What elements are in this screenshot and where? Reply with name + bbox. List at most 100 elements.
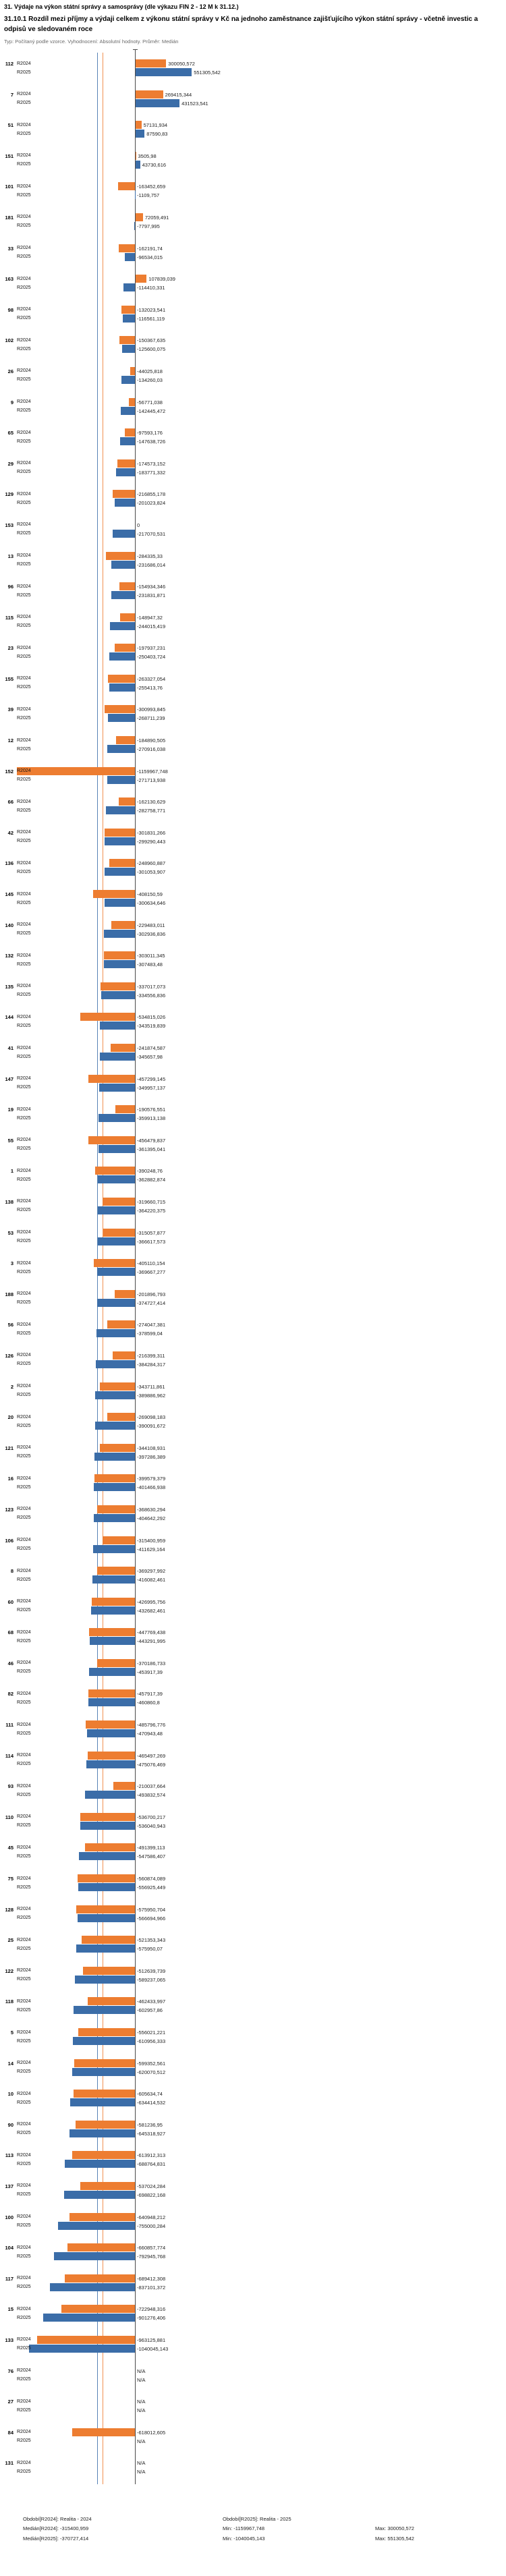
value-label: -475076,469 bbox=[137, 1761, 166, 1768]
group-label: 163 bbox=[5, 276, 13, 283]
bar-r2025 bbox=[78, 1883, 135, 1892]
bar-row-r2024: 102 R2024 -150367,635 bbox=[0, 336, 506, 345]
series-label: R2025 bbox=[17, 623, 31, 629]
value-label: -132023,541 bbox=[137, 306, 166, 313]
bar-row-r2024: 75 R2024 -560874,089 bbox=[0, 1874, 506, 1883]
series-label: R2024 bbox=[17, 1629, 31, 1635]
series-label: R2025 bbox=[17, 2285, 31, 2290]
bar-group: 56 R2024 -274047,381 R2025 -378599,04 bbox=[0, 1314, 506, 1345]
bar-row-r2024: 53 R2024 -315057,877 bbox=[0, 1228, 506, 1237]
series-label: R2025 bbox=[17, 2192, 31, 2197]
bar-row-r2025: R2025 -366617,573 bbox=[0, 1237, 506, 1245]
bar-row-r2024: 76 R2024 N/A bbox=[0, 2367, 506, 2375]
bar-row-r2025: R2025 -7797,995 bbox=[0, 221, 506, 230]
bar-r2025 bbox=[99, 1053, 135, 1061]
series-label: R2024 bbox=[17, 706, 31, 712]
group-label: 12 bbox=[7, 737, 13, 744]
series-label: R2024 bbox=[17, 2122, 31, 2127]
bar-row-r2024: 8 R2024 -369297,992 bbox=[0, 1567, 506, 1575]
bar-row-r2025: R2025 -397286,389 bbox=[0, 1452, 506, 1461]
bar-r2024 bbox=[88, 1689, 135, 1698]
value-label: -408150,59 bbox=[137, 891, 163, 898]
bar-row-r2024: 101 R2024 -163452,659 bbox=[0, 182, 506, 191]
bar-group: 2 R2024 -343711,861 R2025 -389886,962 bbox=[0, 1376, 506, 1407]
bar-r2025 bbox=[98, 1175, 135, 1184]
series-label: R2025 bbox=[17, 1023, 31, 1028]
series-label: R2024 bbox=[17, 430, 31, 435]
value-label: -231831,871 bbox=[137, 592, 166, 599]
value-label: -162191,74 bbox=[137, 245, 163, 252]
group-label: 106 bbox=[5, 1537, 13, 1544]
value-label: -521353,343 bbox=[137, 1937, 166, 1944]
series-label: R2025 bbox=[17, 2377, 31, 2382]
value-label: -183771,332 bbox=[137, 469, 166, 476]
bar-r2024 bbox=[88, 1074, 135, 1083]
value-label: -250403,724 bbox=[137, 654, 166, 661]
bar-r2025 bbox=[72, 2037, 135, 2045]
series-label: R2025 bbox=[17, 1054, 31, 1059]
value-label: -197937,231 bbox=[137, 645, 166, 652]
series-label: R2024 bbox=[17, 1876, 31, 1881]
stat-median-r2025: Medián[R2025]: -370727,414 bbox=[23, 2535, 89, 2542]
value-label: -390248,76 bbox=[137, 1168, 163, 1175]
bar-r2024 bbox=[72, 2151, 135, 2160]
bar-r2025 bbox=[96, 1329, 135, 1338]
value-label: 72059,491 bbox=[144, 214, 169, 221]
bar-r2025 bbox=[96, 1360, 135, 1368]
series-label: R2025 bbox=[17, 2346, 31, 2351]
bar-row-r2025: R2025 -147638,726 bbox=[0, 437, 506, 446]
bar-r2025 bbox=[123, 283, 135, 292]
series-label: R2025 bbox=[17, 1884, 31, 1890]
bar-row-r2024: 131 R2024 N/A bbox=[0, 2459, 506, 2467]
value-label: -349957,137 bbox=[137, 1084, 166, 1091]
value-label: -162130,629 bbox=[137, 799, 166, 806]
value-label: 87590,83 bbox=[146, 131, 168, 138]
bar-r2024 bbox=[93, 890, 135, 899]
bar-row-r2025: R2025 -302936,836 bbox=[0, 929, 506, 938]
bar-r2025 bbox=[29, 2344, 135, 2353]
bar-group: 136 R2024 -248960,887 R2025 -301053,907 bbox=[0, 852, 506, 883]
bar-row-r2024: 14 R2024 -599352,561 bbox=[0, 2059, 506, 2067]
value-label: -634414,532 bbox=[137, 2100, 166, 2106]
series-label: R2024 bbox=[17, 1045, 31, 1051]
bar-r2024 bbox=[136, 275, 147, 283]
bar-group: 151 R2024 3505,98 R2025 43730,616 bbox=[0, 145, 506, 176]
value-label: -184890,505 bbox=[137, 737, 166, 744]
bar-row-r2025: R2025 -374727,414 bbox=[0, 1298, 506, 1307]
series-label: R2025 bbox=[17, 285, 31, 290]
bar-row-r2024: 15 R2024 -722948,316 bbox=[0, 2305, 506, 2314]
series-label: R2024 bbox=[17, 768, 31, 774]
value-label: -142445,472 bbox=[137, 408, 166, 414]
value-label: -610956,333 bbox=[137, 2038, 166, 2044]
bar-row-r2024: 20 R2024 -269098,183 bbox=[0, 1413, 506, 1422]
bar-row-r2024: 111 R2024 -485796,776 bbox=[0, 1720, 506, 1729]
bar-row-r2025: R2025 551305,542 bbox=[0, 68, 506, 76]
bar-group: 60 R2024 -426995,756 R2025 -432682,461 bbox=[0, 1591, 506, 1622]
series-label: R2024 bbox=[17, 399, 31, 405]
value-label: -271713,938 bbox=[137, 777, 166, 783]
bar-r2024 bbox=[125, 428, 135, 437]
bar-r2024 bbox=[107, 1413, 135, 1422]
bar-row-r2025: R2025 -183771,332 bbox=[0, 468, 506, 476]
bar-r2024 bbox=[65, 2274, 135, 2283]
group-label: 93 bbox=[7, 1783, 13, 1790]
series-label: R2024 bbox=[17, 1507, 31, 1512]
bar-group: 118 R2024 -462433,997 R2025 -602957,86 bbox=[0, 1990, 506, 2021]
bar-row-r2024: 112 R2024 300050,572 bbox=[0, 59, 506, 67]
bar-r2025 bbox=[97, 1237, 135, 1245]
bar-r2024 bbox=[94, 1474, 135, 1483]
bar-r2025 bbox=[110, 621, 135, 630]
value-label: -343519,839 bbox=[137, 1023, 166, 1030]
series-label: R2024 bbox=[17, 1538, 31, 1542]
value-label: -231686,014 bbox=[137, 561, 166, 568]
bar-r2025 bbox=[113, 529, 135, 538]
bar-r2025 bbox=[136, 130, 145, 138]
bar-row-r2025: R2025 -416082,461 bbox=[0, 1575, 506, 1584]
value-label: -270916,038 bbox=[137, 746, 166, 753]
series-label: R2024 bbox=[17, 1783, 31, 1789]
series-label: R2024 bbox=[17, 1260, 31, 1266]
value-label: -462433,997 bbox=[137, 1998, 166, 2005]
bar-row-r2025: R2025 -634414,532 bbox=[0, 2098, 506, 2107]
value-label: -605634,74 bbox=[137, 2091, 163, 2098]
bar-r2024 bbox=[114, 1289, 135, 1298]
